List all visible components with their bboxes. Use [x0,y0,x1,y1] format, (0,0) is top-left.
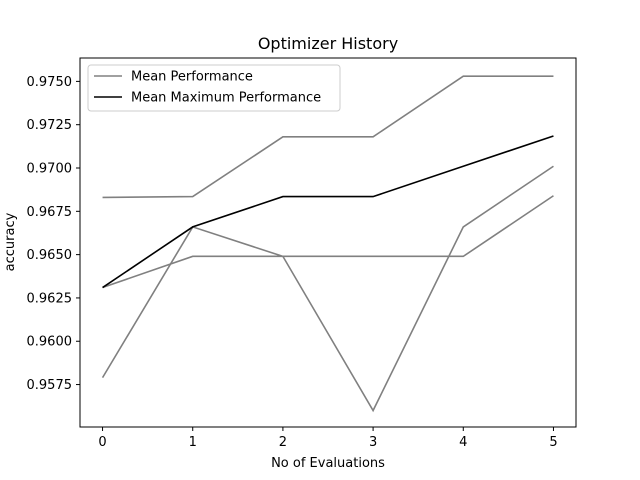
x-tick-label-4: 4 [459,435,467,450]
series-line-3 [102,135,554,289]
y-tick-label-3: 0.9650 [27,248,73,263]
y-tick-label-4: 0.9675 [27,205,73,220]
x-axis: 0 1 2 3 4 5 [98,427,558,450]
y-tick-label-0: 0.9575 [27,378,73,393]
series-line-2 [102,195,554,289]
x-tick-label-0: 0 [98,435,106,450]
x-tick-label-1: 1 [189,435,197,450]
legend-label-0: Mean Performance [131,70,253,85]
y-tick-label-2: 0.9625 [27,291,73,306]
series-line-1 [101,165,554,413]
y-axis: 0.9575 0.9600 0.9625 0.9650 0.9675 0.9700 0.97… [27,75,80,393]
series-layer [101,75,554,413]
plot-frame [79,57,577,428]
legend-label-1: Mean Maximum Performance [131,91,321,106]
x-axis-label: No of Evaluations [271,456,385,471]
legend-box [87,64,341,112]
x-tick-label-5: 5 [549,435,557,450]
y-tick-label-1: 0.9600 [27,335,73,350]
y-tick-label-5: 0.9700 [27,162,73,177]
x-tick-label-2: 2 [279,435,287,450]
series-line-0 [102,75,554,199]
legend: Mean Performance Mean Maximum Performance [87,64,341,112]
x-tick-label-3: 3 [369,435,377,450]
chart-title: Optimizer History [258,34,398,53]
y-axis-label: accuracy [3,212,18,271]
y-tick-label-6: 0.9725 [27,118,73,133]
y-tick-label-7: 0.9750 [27,75,73,90]
